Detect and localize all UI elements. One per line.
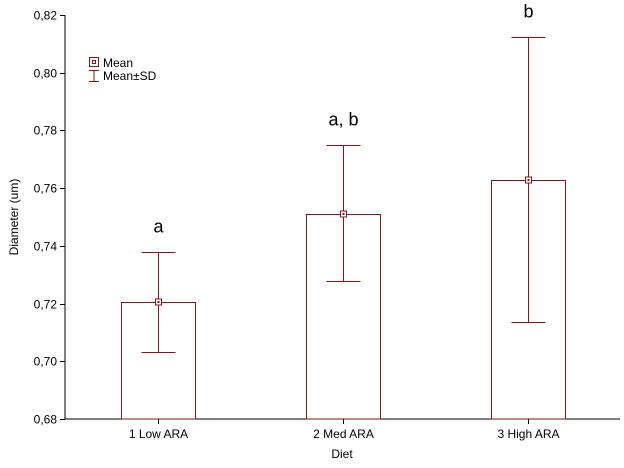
y-tick-label: 0,80 [34, 67, 58, 81]
x-axis-ticks: 1 Low ARA 2 Med ARA 3 High ARA [129, 419, 560, 441]
legend: Mean Mean±SD [89, 56, 157, 83]
y-tick-label: 0,68 [34, 413, 58, 427]
mean-marker-center [527, 179, 530, 181]
legend-label-mean: Mean [103, 56, 133, 70]
x-tick-label: 2 Med ARA [313, 427, 374, 441]
y-tick-label: 0,82 [34, 9, 58, 23]
legend-sd-marker [89, 70, 99, 82]
mean-marker-center [157, 301, 160, 303]
x-tick-label: 1 Low ARA [129, 427, 188, 441]
significance-label: b [523, 2, 533, 22]
y-tick-label: 0,70 [34, 355, 58, 369]
y-tick-label: 0,72 [34, 298, 58, 312]
error-bars [141, 37, 546, 353]
y-tick-label: 0,74 [34, 240, 58, 254]
x-tick-label: 3 High ARA [497, 427, 559, 441]
mean-marker-center [342, 213, 345, 215]
legend-label-mean-sd: Mean±SD [103, 69, 157, 83]
x-axis-title: Diet [331, 447, 353, 461]
y-tick-label: 0,78 [34, 124, 58, 138]
significance-label: a [153, 217, 164, 237]
significance-labels: a a, b b [153, 2, 533, 237]
y-axis-ticks: 0,68 0,70 0,72 0,74 0,76 0,78 0,80 0,82 [34, 9, 65, 427]
y-axis-title: Diameter (um) [7, 179, 21, 256]
y-tick-label: 0,76 [34, 182, 58, 196]
significance-label: a, b [328, 110, 358, 130]
legend-mean-marker [89, 57, 99, 67]
